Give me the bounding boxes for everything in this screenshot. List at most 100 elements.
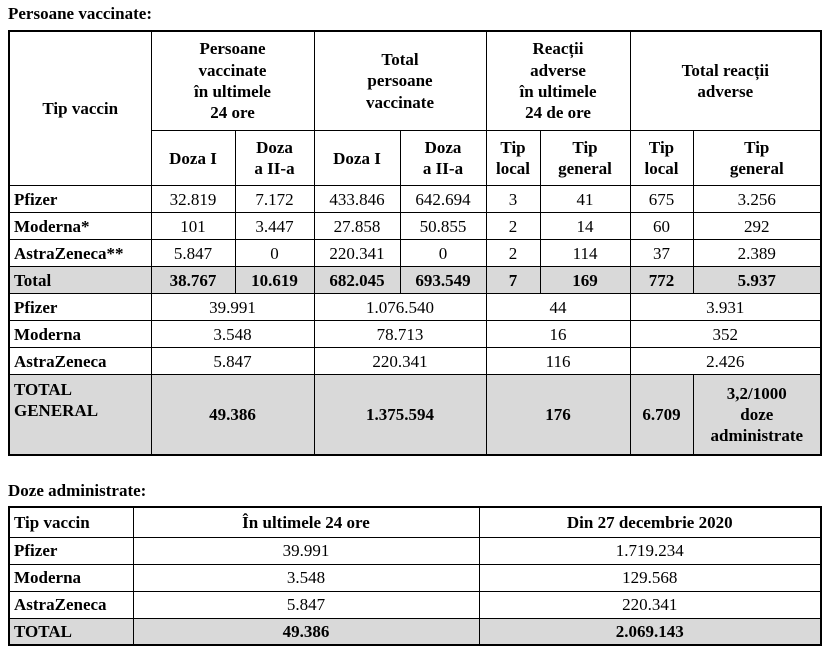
cell-value: 176 (485, 374, 631, 456)
header-last-24h: În ultimele 24 ore (132, 506, 480, 538)
row-label: Moderna (8, 320, 152, 349)
cell-value: 3.548 (132, 563, 480, 592)
header-group-vaccinated-24h: Persoane vaccinate în ultimele 24 ore (150, 30, 315, 132)
cell-value: 433.846 (313, 185, 401, 214)
header-group-total-vaccinated: Total persoane vaccinate (313, 30, 487, 132)
cell-value: 101 (150, 212, 236, 241)
cell-value: 169 (539, 266, 631, 295)
cell-value: 32.819 (150, 185, 236, 214)
cell-value: 675 (629, 185, 694, 214)
dose-row-astrazeneca: AstraZeneca** 5.847 0 220.341 0 2 114 37… (8, 239, 822, 268)
cell-value: 3.447 (234, 212, 315, 241)
section-heading-doze-administrate: Doze administrate: (8, 480, 147, 500)
cell-value: 2 (485, 212, 541, 241)
cell-value: 352 (629, 320, 822, 349)
cell-value: 37 (629, 239, 694, 268)
header-group-total-adverse: Total reacții adverse (629, 30, 822, 132)
cell-value: 129.568 (478, 563, 822, 592)
subheader-doza1-24h: Doza I (150, 130, 236, 187)
summary-row-astrazeneca: AstraZeneca 5.847 220.341 116 2.426 (8, 347, 822, 376)
row-label: Pfizer (8, 536, 134, 565)
row-label: Moderna* (8, 212, 152, 241)
cell-value: 60 (629, 212, 694, 241)
cell-value: 3,2/1000 doze administrate (692, 374, 822, 456)
cell-value: 2 (485, 239, 541, 268)
cell-value: 49.386 (150, 374, 315, 456)
header-group-adverse-24h: Reacții adverse în ultimele 24 de ore (485, 30, 631, 132)
cell-value: 3 (485, 185, 541, 214)
cell-value: 14 (539, 212, 631, 241)
doses-row-total: TOTAL 49.386 2.069.143 (8, 617, 822, 646)
row-label: AstraZeneca** (8, 239, 152, 268)
row-label: Moderna (8, 563, 134, 592)
cell-value: 5.847 (132, 590, 480, 619)
header-tip-vaccin: Tip vaccin (8, 506, 134, 538)
subheader-tip-general-24h: Tip general (539, 130, 631, 187)
doses-row-astrazeneca: AstraZeneca 5.847 220.341 (8, 590, 822, 619)
cell-value: 1.375.594 (313, 374, 487, 456)
cell-value: 44 (485, 293, 631, 322)
cell-value: 2.389 (692, 239, 822, 268)
cell-value: 16 (485, 320, 631, 349)
row-label: Pfizer (8, 185, 152, 214)
row-label: Pfizer (8, 293, 152, 322)
dose-row-moderna: Moderna* 101 3.447 27.858 50.855 2 14 60… (8, 212, 822, 241)
subheader-doza2-total: Doza a II-a (399, 130, 487, 187)
cell-value: 50.855 (399, 212, 487, 241)
cell-value: 5.847 (150, 239, 236, 268)
cell-value: 0 (234, 239, 315, 268)
doses-table: Tip vaccin În ultimele 24 ore Din 27 dec… (8, 506, 822, 647)
cell-value: 3.548 (150, 320, 315, 349)
cell-value: 27.858 (313, 212, 401, 241)
cell-value: 220.341 (313, 239, 401, 268)
total-general-row: TOTAL GENERAL 49.386 1.375.594 176 6.709… (8, 374, 822, 456)
cell-value: 2.069.143 (478, 617, 822, 646)
subheader-doza1-total: Doza I (313, 130, 401, 187)
cell-value: 7 (485, 266, 541, 295)
row-label: TOTAL (8, 617, 134, 646)
cell-value: 114 (539, 239, 631, 268)
doses-row-moderna: Moderna 3.548 129.568 (8, 563, 822, 592)
cell-value: 5.847 (150, 347, 315, 376)
cell-value: 6.709 (629, 374, 694, 456)
dose-row-pfizer: Pfizer 32.819 7.172 433.846 642.694 3 41… (8, 185, 822, 214)
cell-value: 3.256 (692, 185, 822, 214)
summary-row-moderna: Moderna 3.548 78.713 16 352 (8, 320, 822, 349)
row-label: TOTAL GENERAL (8, 374, 152, 456)
dose-row-total: Total 38.767 10.619 682.045 693.549 7 16… (8, 266, 822, 295)
row-label: AstraZeneca (8, 347, 152, 376)
cell-value: 642.694 (399, 185, 487, 214)
cell-value: 2.426 (629, 347, 822, 376)
row-label: AstraZeneca (8, 590, 134, 619)
cell-value: 38.767 (150, 266, 236, 295)
cell-value: 5.937 (692, 266, 822, 295)
subheader-tip-local-total: Tip local (629, 130, 694, 187)
subheader-doza2-24h: Doza a II-a (234, 130, 315, 187)
cell-value: 7.172 (234, 185, 315, 214)
cell-value: 682.045 (313, 266, 401, 295)
cell-value: 39.991 (132, 536, 480, 565)
vaccinated-table: Tip vaccin Persoane vaccinate în ultimel… (8, 29, 823, 456)
cell-value: 39.991 (150, 293, 315, 322)
cell-value: 0 (399, 239, 487, 268)
cell-value: 1.719.234 (478, 536, 822, 565)
cell-value: 693.549 (399, 266, 487, 295)
cell-value: 292 (692, 212, 822, 241)
header-since-dec27: Din 27 decembrie 2020 (478, 506, 822, 538)
cell-value: 10.619 (234, 266, 315, 295)
cell-value: 49.386 (132, 617, 480, 646)
cell-value: 78.713 (313, 320, 487, 349)
cell-value: 220.341 (478, 590, 822, 619)
cell-value: 3.931 (629, 293, 822, 322)
cell-value: 1.076.540 (313, 293, 487, 322)
cell-value: 220.341 (313, 347, 487, 376)
row-label: Total (8, 266, 152, 295)
summary-row-pfizer: Pfizer 39.991 1.076.540 44 3.931 (8, 293, 822, 322)
cell-value: 116 (485, 347, 631, 376)
subheader-tip-local-24h: Tip local (485, 130, 541, 187)
section-heading-persoane-vaccinate: Persoane vaccinate: (8, 4, 152, 23)
cell-value: 772 (629, 266, 694, 295)
doses-row-pfizer: Pfizer 39.991 1.719.234 (8, 536, 822, 565)
cell-value: 41 (539, 185, 631, 214)
